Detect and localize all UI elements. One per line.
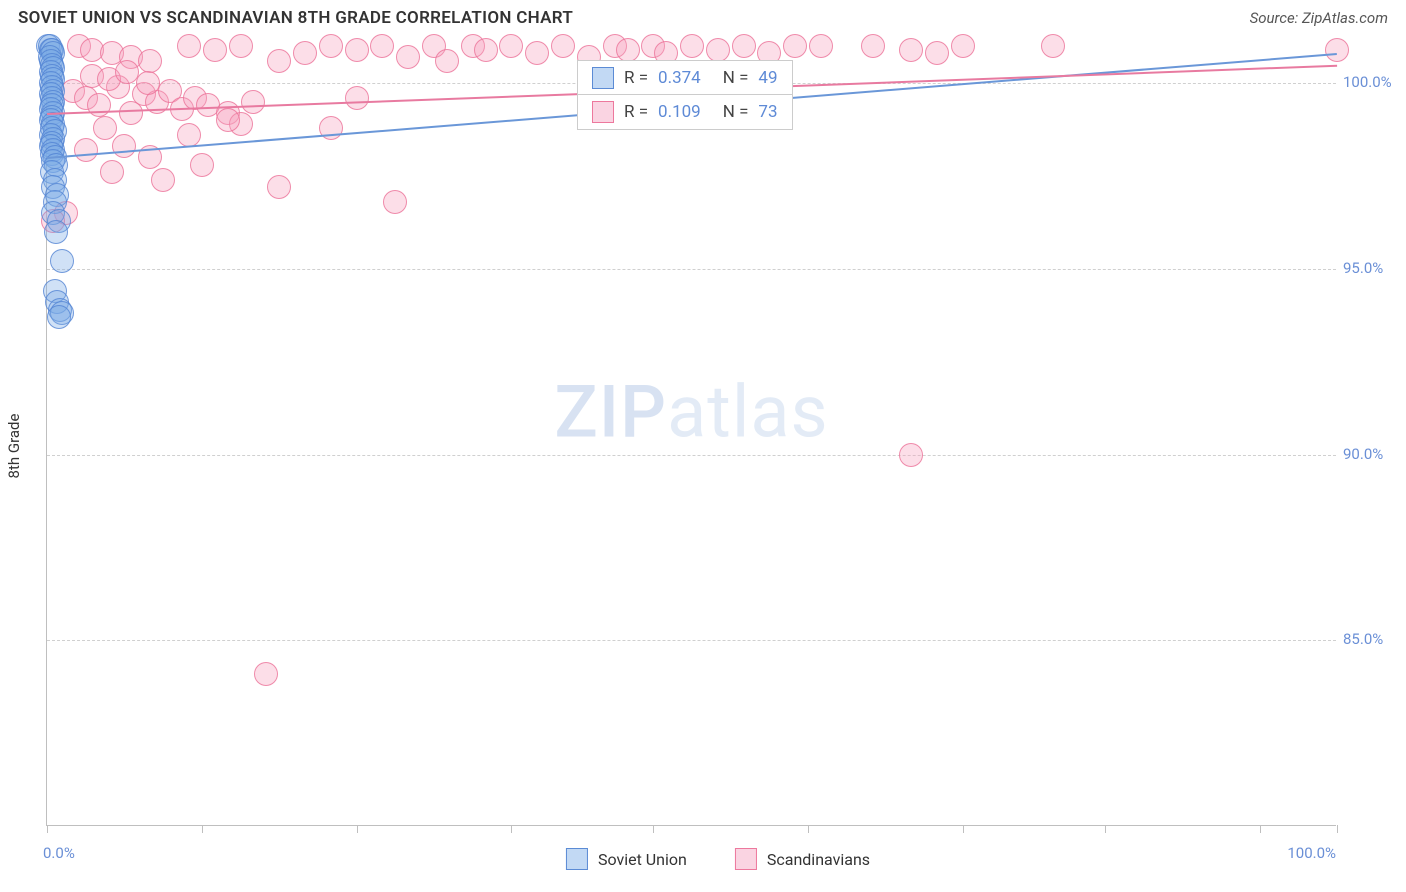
- scatter-point: [136, 71, 160, 95]
- stats-n-label: N =: [723, 102, 749, 122]
- stats-r-label: R =: [624, 102, 648, 122]
- x-tick: [808, 825, 809, 833]
- scatter-point: [267, 49, 291, 73]
- scatter-point: [383, 190, 407, 214]
- bottom-legend: Soviet Union Scandinavians: [566, 848, 870, 870]
- legend-swatch-blue: [566, 848, 588, 870]
- scatter-point: [241, 90, 265, 114]
- scatter-point: [809, 34, 833, 58]
- stats-swatch: [592, 67, 614, 89]
- stats-r-label: R =: [624, 68, 648, 88]
- legend-item-soviet: Soviet Union: [566, 848, 687, 870]
- x-tick: [357, 825, 358, 833]
- scatter-point: [951, 34, 975, 58]
- stats-box: R = 0.109 N = 73: [577, 94, 793, 130]
- scatter-point: [861, 34, 885, 58]
- scatter-point: [616, 38, 640, 62]
- x-tick: [653, 825, 654, 833]
- scatter-point: [44, 220, 68, 244]
- scatter-point: [190, 153, 214, 177]
- x-tick: [47, 825, 48, 833]
- scatter-point: [680, 34, 704, 58]
- stats-n-label: N =: [723, 68, 749, 88]
- watermark: ZIPatlas: [554, 370, 828, 455]
- scatter-point: [925, 41, 949, 65]
- y-tick-label: 90.0%: [1343, 445, 1383, 463]
- scatter-point: [267, 175, 291, 199]
- chart-title: SOVIET UNION VS SCANDINAVIAN 8TH GRADE C…: [18, 8, 573, 28]
- scatter-point: [138, 49, 162, 73]
- watermark-atlas: atlas: [667, 370, 829, 455]
- scatter-point: [1041, 34, 1065, 58]
- y-axis-label: 8th Grade: [5, 414, 23, 479]
- x-tick: [1337, 825, 1338, 833]
- x-axis-label: 0.0%: [43, 844, 75, 862]
- scatter-point: [203, 38, 227, 62]
- watermark-zip: ZIP: [554, 370, 667, 455]
- gridline: [47, 640, 1336, 641]
- x-tick: [202, 825, 203, 833]
- x-tick: [963, 825, 964, 833]
- x-tick: [1105, 825, 1106, 833]
- scatter-point: [1325, 38, 1349, 62]
- y-tick-label: 85.0%: [1343, 630, 1383, 648]
- scatter-point: [370, 34, 394, 58]
- gridline: [47, 269, 1336, 270]
- scatter-point: [435, 49, 459, 73]
- scatter-point: [396, 45, 420, 69]
- scatter-point: [47, 305, 71, 329]
- stats-box: R = 0.374 N = 49: [577, 60, 793, 96]
- plot-wrap: ZIPatlas 85.0%90.0%95.0%100.0%0.0%100.0%…: [46, 46, 1390, 826]
- legend-swatch-pink: [735, 848, 757, 870]
- x-tick: [511, 825, 512, 833]
- scatter-point: [319, 34, 343, 58]
- scatter-point: [151, 168, 175, 192]
- stats-swatch: [592, 101, 614, 123]
- scatter-point: [345, 86, 369, 110]
- scatter-point: [177, 123, 201, 147]
- stats-n-value: 73: [758, 102, 777, 122]
- legend-item-scandinavian: Scandinavians: [735, 848, 870, 870]
- x-axis-label: 100.0%: [1287, 844, 1336, 862]
- scatter-point: [216, 108, 240, 132]
- scatter-point: [50, 249, 74, 273]
- scatter-point: [254, 662, 278, 686]
- scatter-point: [474, 38, 498, 62]
- scatter-point: [229, 34, 253, 58]
- scatter-point: [525, 41, 549, 65]
- scatter-point: [93, 116, 117, 140]
- stats-r-value: 0.109: [658, 102, 701, 122]
- scatter-point: [345, 38, 369, 62]
- scatter-point: [899, 38, 923, 62]
- y-tick-label: 95.0%: [1343, 259, 1383, 277]
- scatter-point: [293, 41, 317, 65]
- scatter-point: [732, 34, 756, 58]
- legend-label-soviet: Soviet Union: [598, 850, 687, 869]
- scatter-point: [783, 34, 807, 58]
- scatter-point: [551, 34, 575, 58]
- scatter-point: [100, 160, 124, 184]
- scatter-point: [499, 34, 523, 58]
- scatter-point: [177, 34, 201, 58]
- plot-area: ZIPatlas 85.0%90.0%95.0%100.0%0.0%100.0%…: [46, 46, 1336, 826]
- legend-label-scandinavian: Scandinavians: [767, 850, 870, 869]
- scatter-point: [899, 443, 923, 467]
- stats-r-value: 0.374: [658, 68, 701, 88]
- y-tick-label: 100.0%: [1343, 73, 1392, 91]
- source-attribution: Source: ZipAtlas.com: [1250, 9, 1388, 27]
- x-tick: [1260, 825, 1261, 833]
- gridline: [47, 455, 1336, 456]
- stats-n-value: 49: [758, 68, 777, 88]
- scatter-point: [112, 134, 136, 158]
- scatter-point: [87, 93, 111, 117]
- scatter-point: [74, 138, 98, 162]
- scatter-point: [706, 38, 730, 62]
